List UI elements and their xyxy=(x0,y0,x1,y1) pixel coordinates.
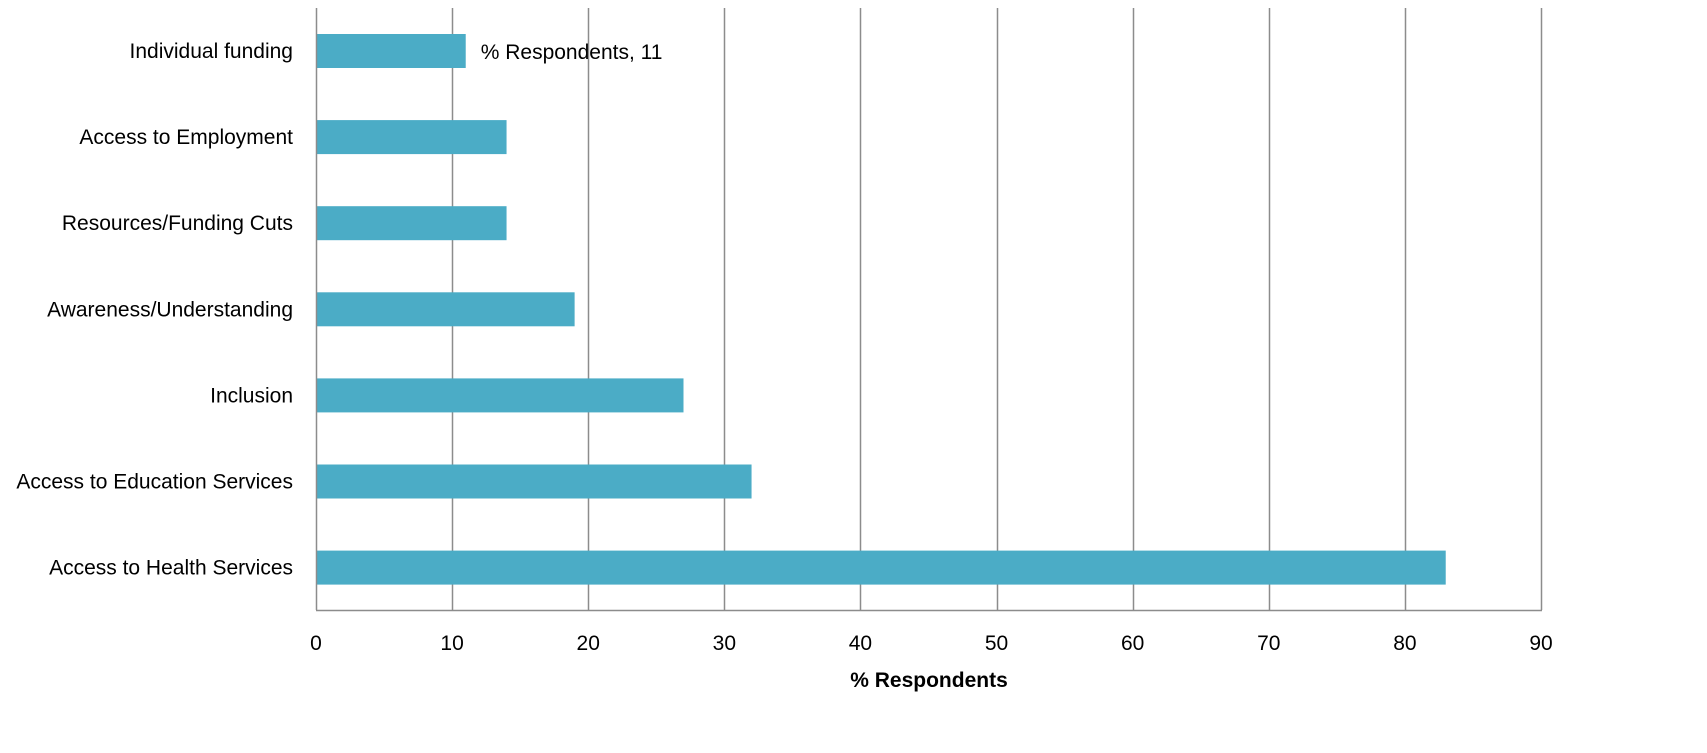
x-axis-title: % Respondents xyxy=(850,669,1008,692)
x-tick-label: 0 xyxy=(310,632,322,655)
category-label: Inclusion xyxy=(210,384,293,407)
gridlines xyxy=(451,8,1543,610)
x-tick-label: 20 xyxy=(577,632,600,655)
x-tick-labels: 0 10 20 30 40 50 60 70 80 90 xyxy=(310,632,1553,655)
x-tick-label: 50 xyxy=(985,632,1008,655)
bar-awareness-understanding[interactable] xyxy=(316,292,575,327)
data-label: % Respondents, 11 xyxy=(481,41,663,64)
category-label: Access to Employment xyxy=(79,126,293,149)
x-tick-label: 70 xyxy=(1257,632,1280,655)
category-label: Access to Health Services xyxy=(49,557,293,580)
x-tick-label: 60 xyxy=(1121,632,1144,655)
category-label: Access to Education Services xyxy=(16,471,293,494)
bars xyxy=(316,34,1446,585)
category-label: Awareness/Understanding xyxy=(47,298,293,321)
bar-access-to-health-services[interactable] xyxy=(316,550,1446,585)
bar-access-to-education-services[interactable] xyxy=(316,464,752,499)
x-tick-label: 90 xyxy=(1529,632,1552,655)
x-tick-label: 30 xyxy=(713,632,736,655)
x-tick-label: 40 xyxy=(849,632,872,655)
bar-individual-funding[interactable] xyxy=(316,34,466,68)
x-tick-label: 10 xyxy=(440,632,463,655)
category-labels: Individual funding Access to Employment Re… xyxy=(16,40,293,580)
bar-access-to-employment[interactable] xyxy=(316,120,507,155)
x-tick-label: 80 xyxy=(1393,632,1416,655)
bar-inclusion[interactable] xyxy=(316,378,684,413)
axes xyxy=(315,8,1542,612)
category-label: Resources/Funding Cuts xyxy=(62,212,293,235)
bar-resources-funding-cuts[interactable] xyxy=(316,206,507,241)
data-labels: % Respondents, 11 xyxy=(481,41,663,64)
category-label: Individual funding xyxy=(130,40,293,63)
